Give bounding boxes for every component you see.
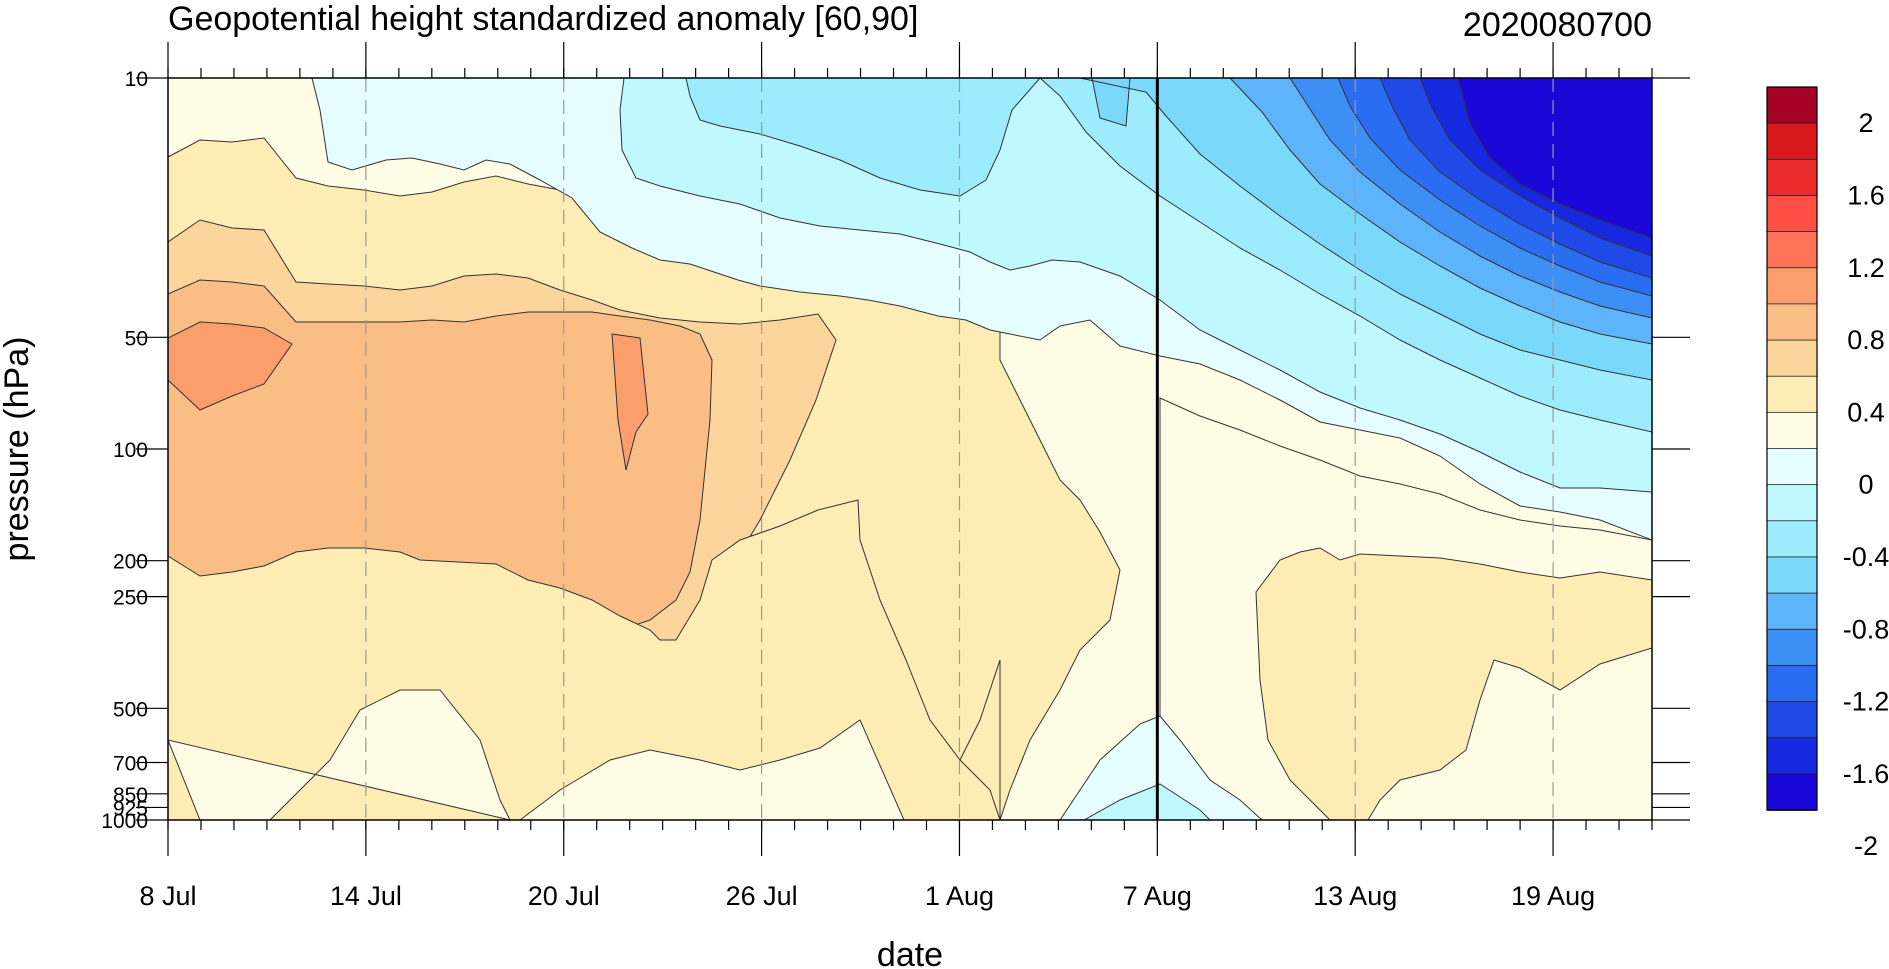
colorbar-label: 1.2 (1847, 253, 1885, 283)
y-axis-label: pressure (hPa) (0, 337, 36, 562)
y-tick-label: 200 (113, 551, 148, 574)
colorbar-label: -1.2 (1843, 687, 1889, 717)
region-aug7-surface-negative (1059, 715, 1263, 820)
region-positive-0.8-b (611, 333, 649, 471)
x-ticks (167, 42, 1653, 856)
colorbar-box (1766, 231, 1818, 269)
x-tick-label: 19 Aug (1511, 881, 1595, 911)
y-tick-label: 925 (113, 797, 148, 820)
y-tick-label: 850 (113, 784, 148, 807)
colorbar-box (1766, 484, 1818, 522)
vertical-gridlines (365, 78, 1554, 820)
colorbar-box (1766, 737, 1818, 775)
colorbar-box (1766, 701, 1818, 739)
colorbar-box (1766, 556, 1818, 595)
colorbar-label: 0.4 (1847, 397, 1885, 427)
colorbar-box (1766, 411, 1818, 450)
y-ticks (136, 77, 1690, 821)
colorbar-box (1766, 628, 1818, 667)
region-zero-surface-b (519, 719, 905, 820)
colorbar-label: 0 (1858, 470, 1873, 500)
y-tick-label: 700 (113, 753, 148, 776)
x-tick-label: 8 Jul (139, 881, 196, 911)
colorbar-box (1766, 520, 1818, 558)
y-tick-label: 10 (125, 68, 148, 91)
colorbar-box (1766, 448, 1818, 486)
colorbar-label: 2 (1858, 108, 1873, 138)
x-axis-label: date (877, 936, 943, 969)
x-tick-label: 7 Aug (1123, 881, 1192, 911)
colorbar-box (1766, 592, 1818, 631)
region-negative-minus1.8 (1457, 78, 1652, 239)
colorbar-box (1766, 773, 1818, 811)
region-zero-surface-a (168, 689, 511, 820)
x-tick-label: 14 Jul (330, 881, 402, 911)
x-tick-labels: 8 Jul 14 Jul 20 Jul 26 Jul 1 Aug 7 Aug 13 Aug 1… (139, 881, 1595, 911)
y-tick-label: 50 (125, 327, 148, 350)
colorbar-label: 1.6 (1847, 180, 1885, 210)
colorbar-box (1766, 665, 1818, 703)
colorbar-box (1766, 375, 1818, 414)
chart-title: Geopotential height standardized anomaly… (168, 0, 918, 38)
colorbar-box (1766, 303, 1818, 341)
colorbar-box (1766, 339, 1818, 378)
y-tick-label: 500 (113, 698, 148, 721)
colorbar-label: -1.6 (1843, 759, 1889, 789)
colorbar-box (1766, 122, 1818, 161)
colorbar-frame (1766, 86, 1818, 811)
colorbar-label: -0.8 (1843, 614, 1889, 644)
region-positive-0.8-a (168, 321, 293, 411)
x-tick-label: 13 Aug (1313, 881, 1397, 911)
colorbar-box (1766, 195, 1818, 233)
colorbar-box (1766, 267, 1818, 305)
colorbar-label: -2 (1854, 831, 1878, 861)
colorbar (1766, 86, 1818, 811)
colorbar-label: 0.8 (1847, 325, 1885, 355)
x-tick-label: 26 Jul (726, 881, 798, 911)
y-tick-label: 1000 (101, 810, 148, 833)
y-tick-label: 250 (113, 587, 148, 610)
x-tick-label: 1 Aug (925, 881, 994, 911)
chart-subtitle: 2020080700 (1463, 6, 1652, 44)
colorbar-box (1766, 158, 1818, 197)
x-tick-label: 20 Jul (528, 881, 600, 911)
colorbar-label: -0.4 (1843, 542, 1889, 572)
colorbar-box (1766, 86, 1818, 125)
region-aug7-surface-minus0.2 (1082, 783, 1211, 820)
y-tick-label: 100 (113, 439, 148, 462)
colorbar-labels: 2 1.6 1.2 0.8 0.4 0 -0.4 -0.8 -1.2 -1.6 -2 (1843, 108, 1889, 861)
